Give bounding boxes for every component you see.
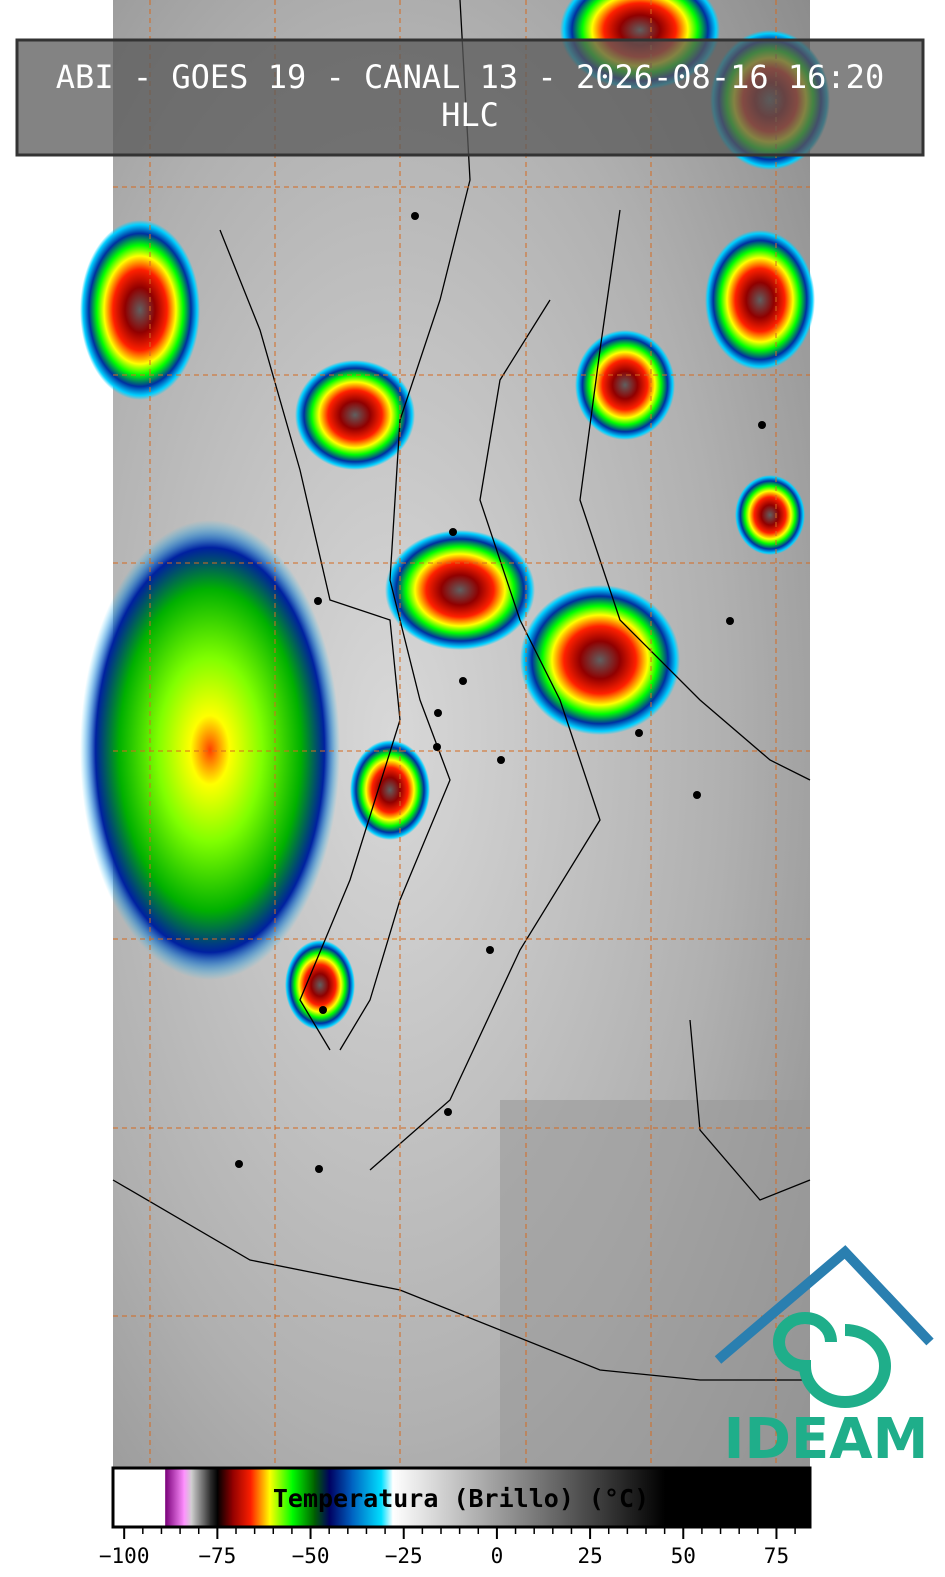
- logo-text: IDEAM: [724, 1407, 929, 1472]
- colorbar-segment: [664, 1468, 811, 1527]
- title: ABI - GOES 19 - CANAL 13 - 2026-08-16 16…: [56, 58, 884, 96]
- tick-label: 50: [671, 1544, 696, 1568]
- colorbar-segment: [269, 1468, 293, 1527]
- colorbar-segment: [183, 1468, 192, 1527]
- colorbar-segment: [392, 1468, 666, 1527]
- title-box: ABI - GOES 19 - CANAL 13 - 2026-08-16 16…: [15, 38, 925, 157]
- tick-label: −25: [385, 1544, 423, 1568]
- colorbar: [113, 1468, 811, 1527]
- tick-label: 75: [764, 1544, 789, 1568]
- colorbar-segment: [381, 1468, 394, 1527]
- colorbar-segment: [113, 1468, 166, 1527]
- colorbar-segment: [191, 1468, 211, 1527]
- logo: IDEAM: [714, 1245, 934, 1472]
- tick-label: 25: [577, 1544, 602, 1568]
- colorbar-segment: [329, 1468, 353, 1527]
- colorbar-segment: [250, 1468, 271, 1527]
- colorbar-segment: [314, 1468, 330, 1527]
- colorbar-segment: [351, 1468, 382, 1527]
- colorbar-segment: [232, 1468, 252, 1527]
- colorbar-segment: [165, 1468, 185, 1527]
- colorbar-segment: [291, 1468, 315, 1527]
- colorbar-frame: [111, 1466, 812, 1529]
- colorbar-segment: [209, 1468, 218, 1527]
- tick-label: −100: [99, 1544, 150, 1568]
- tick-label: −50: [292, 1544, 330, 1568]
- subtitle: HLC: [441, 96, 499, 134]
- tick-label: 0: [491, 1544, 504, 1568]
- colorbar-label: Temperatura (Brillo) (°C): [273, 1484, 649, 1513]
- satellite-image: [80, 0, 830, 1468]
- tick-label: −75: [198, 1544, 236, 1568]
- colorbar-segment: [217, 1468, 233, 1527]
